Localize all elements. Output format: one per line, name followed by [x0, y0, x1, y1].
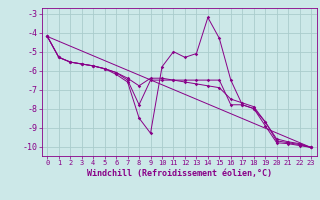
- X-axis label: Windchill (Refroidissement éolien,°C): Windchill (Refroidissement éolien,°C): [87, 169, 272, 178]
